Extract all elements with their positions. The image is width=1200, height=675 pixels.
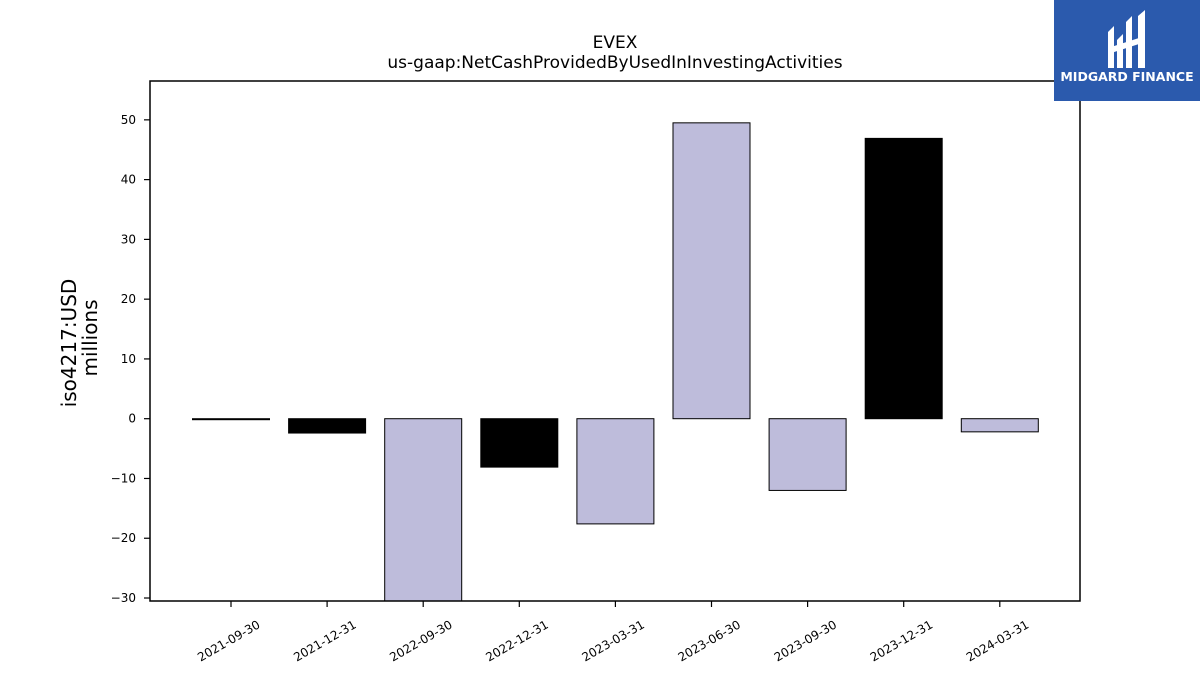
bar-2021-09-30 bbox=[192, 418, 270, 421]
y-tick-label: −10 bbox=[111, 471, 136, 485]
y-tick-label: 20 bbox=[121, 292, 136, 306]
bar-2021-12-31 bbox=[288, 418, 367, 434]
x-axis: 2021-09-30 2021-12-31 2022-09-30 2022-12-31… bbox=[195, 601, 1031, 664]
bar-2023-09-30 bbox=[768, 418, 847, 491]
bar-2023-06-30 bbox=[672, 122, 751, 420]
y-axis: −30 −20 −10 0 10 20 30 40 50 bbox=[111, 113, 150, 605]
y-tick-label: 30 bbox=[121, 232, 136, 246]
x-tick-label: 2023-03-31 bbox=[579, 617, 646, 664]
y-axis-label-line1: iso4217:USD bbox=[57, 279, 81, 408]
x-tick-label: 2022-12-31 bbox=[483, 617, 550, 664]
x-tick-label: 2021-09-30 bbox=[195, 617, 262, 664]
y-tick-label: 40 bbox=[121, 173, 136, 187]
y-tick-label: −20 bbox=[111, 531, 136, 545]
chart-subtitle: us-gaap:NetCashProvidedByUsedInInvesting… bbox=[387, 53, 842, 73]
y-tick-label: 10 bbox=[121, 352, 136, 366]
y-axis-label-line2: millions bbox=[78, 299, 102, 376]
bar-2024-03-31 bbox=[960, 418, 1039, 433]
y-tick-label: 50 bbox=[121, 113, 136, 127]
bar-2023-03-31 bbox=[576, 418, 655, 525]
plot-frame bbox=[149, 80, 1081, 602]
x-tick-label: 2023-06-30 bbox=[676, 617, 743, 664]
bar-2022-12-31 bbox=[480, 418, 559, 468]
logo-text: MIDGARD FINANCE bbox=[1060, 69, 1193, 84]
chart-title: EVEX bbox=[593, 33, 638, 53]
brand-logo: MIDGARD FINANCE bbox=[1054, 0, 1200, 101]
x-tick-label: 2022-09-30 bbox=[387, 617, 454, 664]
bar-2022-09-30 bbox=[384, 418, 463, 602]
x-tick-label: 2023-12-31 bbox=[868, 617, 935, 664]
y-tick-label: −30 bbox=[111, 591, 136, 605]
x-tick-label: 2024-03-31 bbox=[964, 617, 1031, 664]
bar-2023-12-31 bbox=[864, 137, 943, 420]
y-tick-label: 0 bbox=[128, 412, 136, 426]
x-tick-label: 2021-12-31 bbox=[291, 617, 358, 664]
bars-group bbox=[192, 122, 1039, 602]
logo-mark-icon bbox=[1108, 10, 1145, 68]
x-tick-label: 2023-09-30 bbox=[772, 617, 839, 664]
